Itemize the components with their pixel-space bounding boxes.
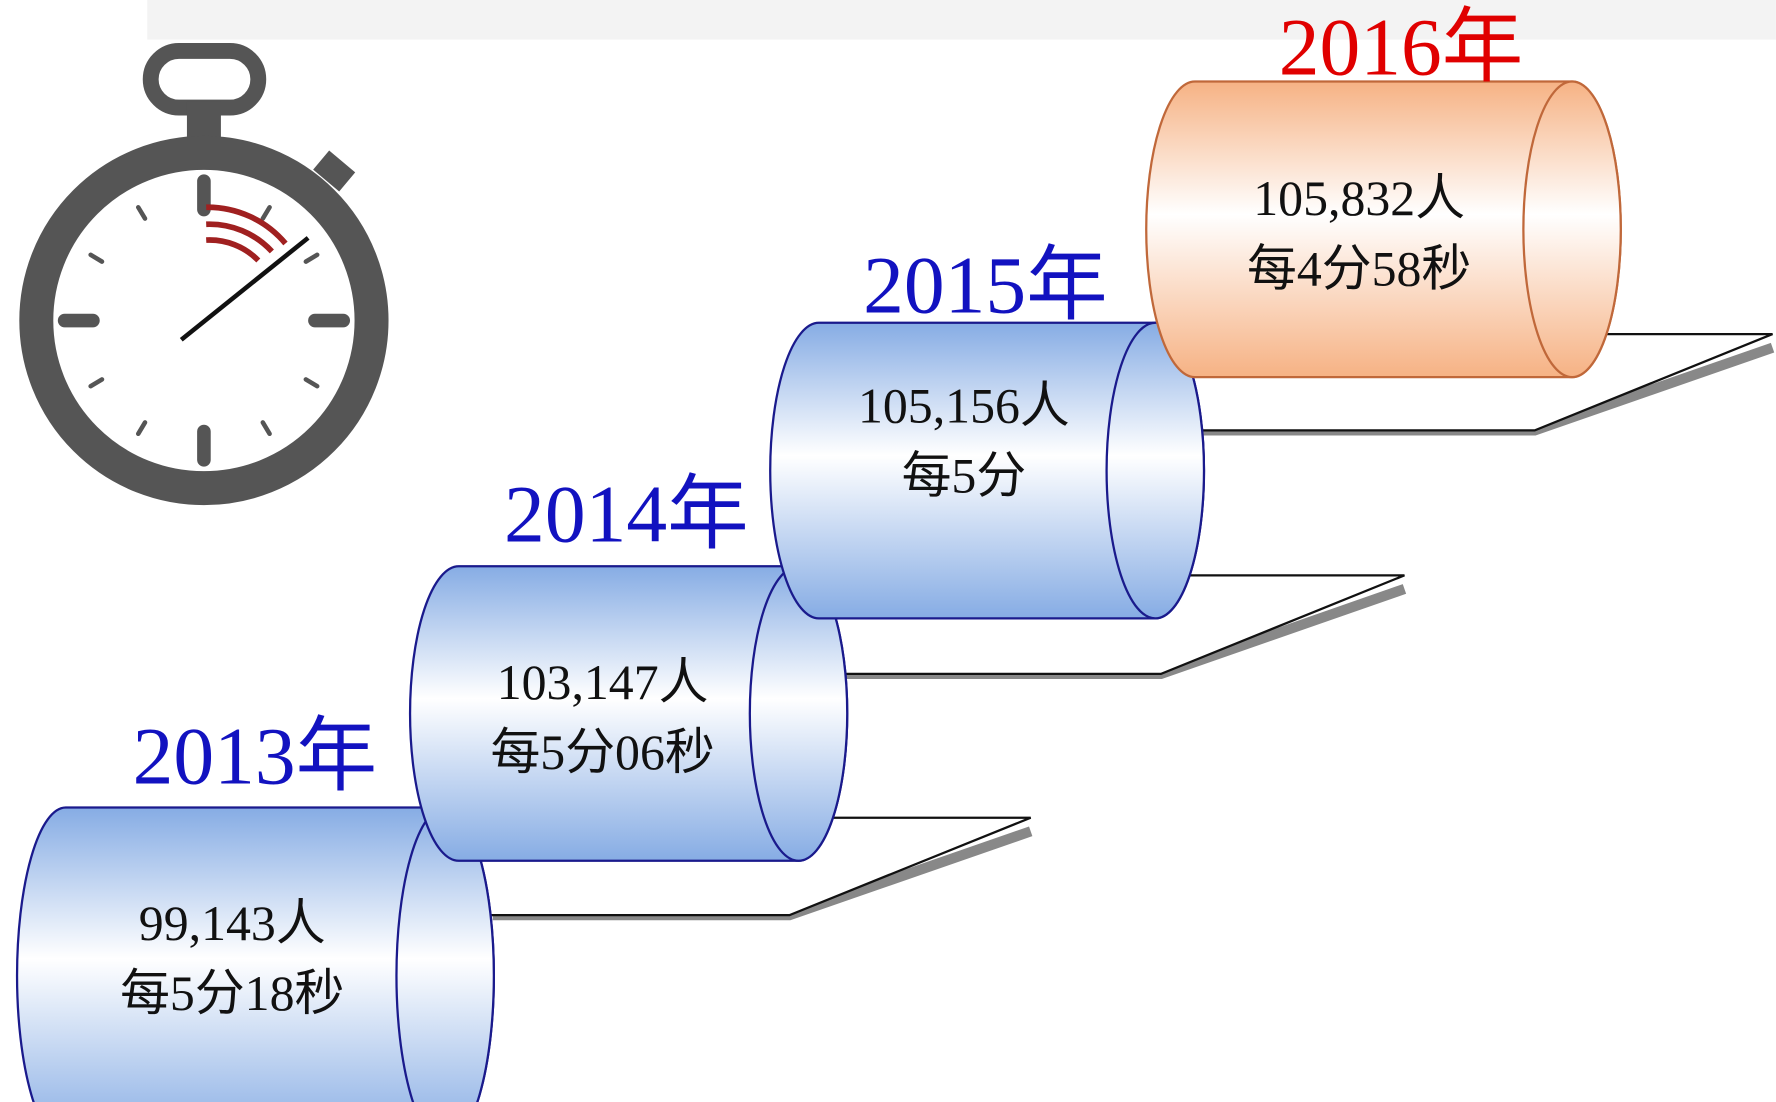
stopwatch	[19, 43, 389, 506]
year-label: 2013年	[133, 711, 378, 802]
year-label: 2014年	[504, 468, 749, 559]
top-bar	[147, 0, 1776, 40]
cylinder-end	[1522, 80, 1622, 379]
rate-label: 每4分58秒	[1247, 241, 1471, 296]
count-label: 105,156人	[858, 378, 1070, 433]
rate-label: 每5分06秒	[490, 725, 714, 780]
rate-label: 每5分	[902, 449, 1027, 504]
count-label: 99,143人	[139, 896, 326, 951]
year-label: 2016年	[1279, 2, 1524, 93]
cylinder-end	[1105, 321, 1206, 620]
rate-label: 每5分18秒	[120, 966, 344, 1021]
count-label: 103,147人	[497, 655, 709, 710]
year-label: 2015年	[863, 240, 1108, 331]
count-label: 105,832人	[1253, 171, 1465, 226]
